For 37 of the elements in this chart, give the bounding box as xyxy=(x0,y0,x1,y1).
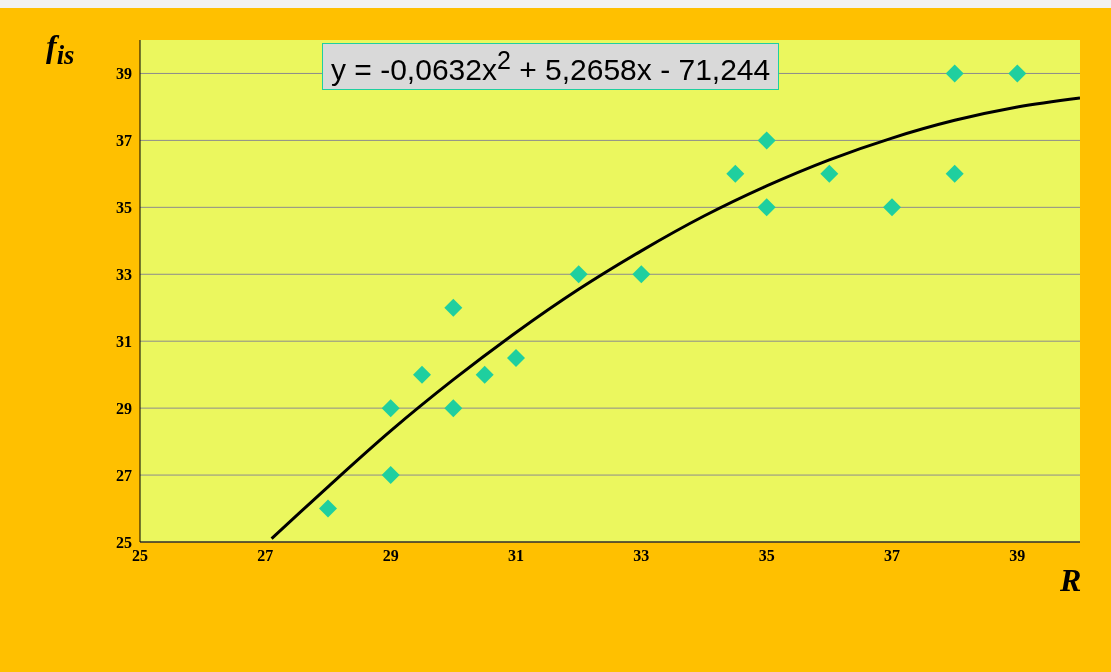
y-axis-title: f$_{is}$ xyxy=(46,28,75,72)
point xyxy=(757,131,776,150)
point xyxy=(757,198,776,217)
point xyxy=(475,365,494,384)
point xyxy=(820,164,839,183)
point xyxy=(632,265,651,284)
x-axis-title: R xyxy=(1060,562,1082,599)
y-tick-label: 31 xyxy=(116,332,132,350)
point xyxy=(444,399,463,418)
point xyxy=(381,466,400,485)
y-tick-label: 29 xyxy=(116,399,132,417)
y-tick-label: 35 xyxy=(116,199,132,217)
x-tick-label: 29 xyxy=(382,547,399,565)
annotation: y = -0,0632x$^{2}$ + 5,2658x - 71,244 xyxy=(322,43,780,90)
point xyxy=(507,348,525,367)
x-tick-label: 37 xyxy=(884,547,900,565)
point xyxy=(726,164,745,183)
point xyxy=(413,365,431,384)
point xyxy=(381,399,400,418)
point xyxy=(945,64,964,83)
x-tick-label: 31 xyxy=(508,547,524,565)
point xyxy=(569,265,588,284)
x-tick-label: 39 xyxy=(1009,547,1026,565)
point xyxy=(1008,64,1027,83)
x-tick-label: 27 xyxy=(257,547,274,565)
x-tick-label: 33 xyxy=(633,547,650,565)
point xyxy=(319,499,337,518)
x-tick-label: 25 xyxy=(132,547,148,565)
y-tick-label: 39 xyxy=(116,65,132,83)
y-tick-label: 33 xyxy=(116,265,132,283)
y-tick-label: 25 xyxy=(116,533,132,551)
point xyxy=(945,164,964,183)
point xyxy=(444,298,463,317)
y-tick-label: 27 xyxy=(116,466,132,484)
x-tick-label: 35 xyxy=(758,547,775,565)
y-tick-label: 37 xyxy=(116,132,132,150)
point xyxy=(883,198,901,217)
